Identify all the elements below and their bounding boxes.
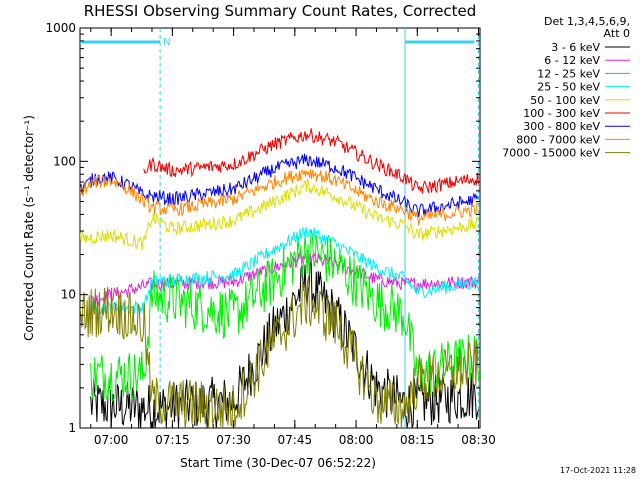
legend-entry-label: 3 - 6 keV bbox=[551, 41, 600, 54]
x-tick-label: 07:45 bbox=[278, 433, 313, 447]
x-tick-label: 08:00 bbox=[339, 433, 374, 447]
plot-frame bbox=[79, 27, 481, 429]
legend-entry-label: 300 - 800 keV bbox=[523, 120, 600, 133]
legend-entry-label: 12 - 25 keV bbox=[537, 67, 600, 80]
legend-entry-label: 50 - 100 keV bbox=[530, 94, 600, 107]
y-axis: 1 10 100 1000 bbox=[45, 21, 480, 435]
x-tick-label: 07:15 bbox=[155, 433, 190, 447]
x-tick-label: 07:30 bbox=[216, 433, 251, 447]
legend-header-1: Det 1,3,4,5,6,9, bbox=[544, 15, 630, 28]
x-axis: 07:00 07:15 07:30 07:45 08:00 08:15 08:30 bbox=[90, 28, 496, 447]
legend-header-2: Att 0 bbox=[604, 27, 630, 40]
y-tick-label: 100 bbox=[53, 154, 76, 168]
series-line bbox=[80, 276, 479, 428]
flag-label: N bbox=[163, 37, 170, 48]
series-line bbox=[90, 250, 479, 306]
series-line bbox=[90, 229, 479, 402]
legend-entry-label: 800 - 7000 keV bbox=[516, 133, 600, 146]
generated-timestamp: 17-Oct-2021 11:28 bbox=[560, 466, 636, 475]
x-tick-label: 07:00 bbox=[94, 433, 129, 447]
legend-entry-label: 100 - 300 keV bbox=[523, 107, 600, 120]
x-axis-label: Start Time (30-Dec-07 06:52:22) bbox=[180, 456, 376, 470]
series-layer: N bbox=[80, 28, 480, 428]
x-tick-label: 08:15 bbox=[400, 433, 435, 447]
plot-area: N bbox=[79, 27, 481, 429]
y-tick-label: 1000 bbox=[45, 21, 76, 35]
series-line bbox=[80, 168, 479, 226]
series-line bbox=[90, 226, 479, 315]
series-line bbox=[143, 128, 479, 194]
y-tick-label: 1 bbox=[68, 421, 76, 435]
chart-title: RHESSI Observing Summary Count Rates, Co… bbox=[84, 2, 477, 20]
series-line bbox=[80, 178, 479, 251]
legend-entry-label: 6 - 12 keV bbox=[544, 54, 600, 67]
x-tick-label: 08:30 bbox=[461, 433, 496, 447]
y-tick-label: 10 bbox=[61, 288, 76, 302]
legend-entry-label: 25 - 50 keV bbox=[537, 81, 600, 94]
legend-entry-label: 7000 - 15000 keV bbox=[502, 147, 600, 160]
series-line bbox=[80, 153, 479, 218]
y-axis-label: Corrected Count Rate (s⁻¹ detector⁻¹) bbox=[22, 115, 36, 341]
